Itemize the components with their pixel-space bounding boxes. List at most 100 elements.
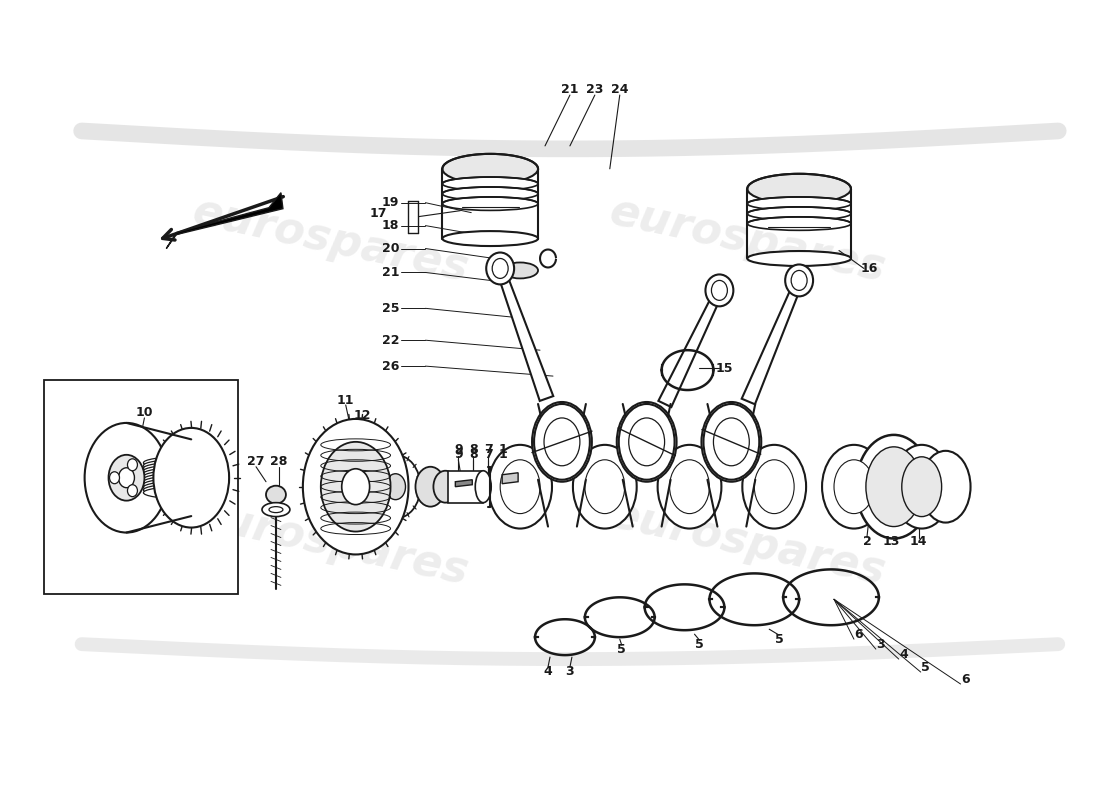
Text: 14: 14	[910, 535, 927, 548]
Ellipse shape	[143, 482, 219, 494]
Text: 26: 26	[382, 360, 399, 373]
Polygon shape	[540, 427, 544, 502]
Ellipse shape	[153, 428, 229, 527]
Ellipse shape	[544, 418, 580, 466]
Ellipse shape	[500, 460, 540, 514]
Ellipse shape	[442, 154, 538, 184]
Ellipse shape	[342, 469, 370, 505]
Ellipse shape	[110, 472, 120, 484]
Text: 12: 12	[354, 410, 372, 422]
Polygon shape	[503, 473, 518, 484]
Ellipse shape	[143, 476, 219, 488]
Ellipse shape	[143, 486, 219, 498]
Text: 24: 24	[610, 82, 628, 95]
Text: 5: 5	[922, 661, 931, 674]
Ellipse shape	[585, 460, 625, 514]
Text: 9: 9	[454, 448, 463, 462]
Text: eurospares: eurospares	[605, 190, 890, 291]
Ellipse shape	[822, 445, 886, 529]
Text: 25: 25	[382, 302, 399, 315]
Text: eurospares: eurospares	[189, 494, 473, 594]
Ellipse shape	[302, 419, 408, 554]
Text: 4: 4	[900, 648, 909, 661]
Ellipse shape	[442, 187, 538, 201]
Ellipse shape	[143, 478, 219, 490]
Polygon shape	[455, 480, 472, 486]
Text: 23: 23	[586, 82, 604, 95]
Ellipse shape	[658, 445, 722, 529]
Text: 8: 8	[469, 443, 477, 456]
Text: 10: 10	[135, 406, 153, 419]
Ellipse shape	[866, 447, 922, 526]
Ellipse shape	[143, 465, 219, 477]
Ellipse shape	[535, 404, 590, 480]
Text: 11: 11	[337, 394, 354, 406]
Bar	[44, 380, 238, 594]
Text: 7: 7	[484, 443, 493, 456]
Ellipse shape	[791, 270, 807, 290]
Text: eurospares: eurospares	[189, 190, 473, 291]
Ellipse shape	[532, 402, 592, 482]
Text: 5: 5	[617, 642, 626, 656]
Ellipse shape	[742, 445, 806, 529]
Ellipse shape	[143, 468, 219, 480]
Ellipse shape	[143, 457, 219, 469]
Polygon shape	[580, 427, 584, 502]
Ellipse shape	[705, 274, 734, 306]
Ellipse shape	[262, 502, 290, 517]
Text: 5: 5	[774, 633, 783, 646]
Ellipse shape	[143, 470, 219, 482]
Ellipse shape	[902, 457, 942, 517]
Polygon shape	[741, 278, 803, 404]
Ellipse shape	[371, 455, 420, 518]
Text: 8: 8	[469, 448, 477, 462]
Ellipse shape	[747, 217, 851, 230]
Ellipse shape	[128, 459, 138, 470]
Ellipse shape	[143, 462, 219, 474]
Ellipse shape	[143, 459, 219, 471]
Ellipse shape	[747, 174, 851, 204]
Ellipse shape	[573, 445, 637, 529]
Text: 7: 7	[484, 448, 493, 462]
Ellipse shape	[617, 402, 676, 482]
Ellipse shape	[321, 442, 390, 531]
Polygon shape	[749, 427, 754, 502]
Text: 3: 3	[877, 638, 886, 650]
Text: 18: 18	[382, 219, 399, 232]
Ellipse shape	[475, 470, 492, 502]
Ellipse shape	[747, 207, 851, 220]
Ellipse shape	[416, 466, 446, 506]
Polygon shape	[166, 193, 283, 249]
Ellipse shape	[442, 197, 538, 210]
Ellipse shape	[270, 506, 283, 513]
Text: 2: 2	[862, 535, 871, 548]
Ellipse shape	[119, 468, 134, 488]
Ellipse shape	[785, 265, 813, 296]
Ellipse shape	[747, 197, 851, 210]
Ellipse shape	[834, 460, 873, 514]
Ellipse shape	[143, 473, 219, 485]
Ellipse shape	[704, 404, 759, 480]
Ellipse shape	[442, 177, 538, 190]
Polygon shape	[625, 427, 629, 502]
Ellipse shape	[486, 253, 514, 285]
Polygon shape	[664, 427, 669, 502]
Text: 16: 16	[860, 262, 878, 275]
Ellipse shape	[670, 460, 710, 514]
Ellipse shape	[128, 485, 138, 497]
Ellipse shape	[862, 445, 905, 529]
Ellipse shape	[921, 451, 970, 522]
Text: 1: 1	[498, 448, 507, 462]
Text: eurospares: eurospares	[605, 494, 890, 594]
Ellipse shape	[442, 231, 538, 246]
Text: 1: 1	[498, 443, 507, 456]
Text: 5: 5	[695, 638, 704, 650]
Ellipse shape	[712, 281, 727, 300]
Text: 3: 3	[565, 665, 574, 678]
Text: 20: 20	[382, 242, 399, 255]
Polygon shape	[710, 427, 714, 502]
Text: 27: 27	[248, 455, 265, 468]
Ellipse shape	[619, 404, 674, 480]
Ellipse shape	[544, 417, 580, 466]
Ellipse shape	[433, 470, 458, 502]
